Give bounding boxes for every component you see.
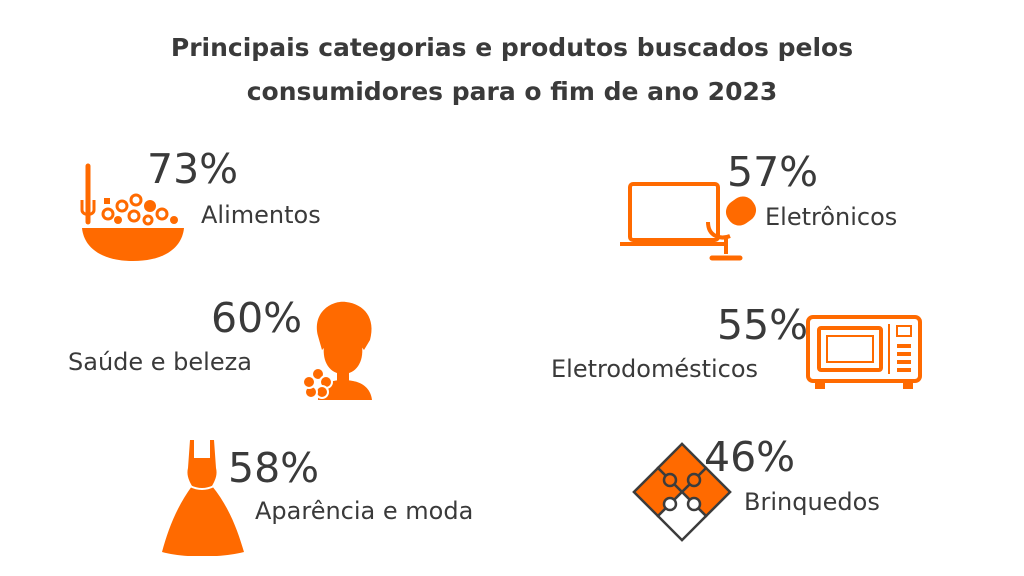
value-label-eletrodomesticos: 55% <box>717 301 809 349</box>
value-label-saude-beleza: 60% <box>211 294 303 342</box>
chart-title: Principais categorias e produtos buscado… <box>0 26 1024 114</box>
value-label-brinquedos: 46% <box>704 433 796 481</box>
microwave-icon <box>806 315 922 389</box>
title-line-1: Principais categorias e produtos buscado… <box>170 33 854 62</box>
category-label-aparencia-moda: Aparência e moda <box>255 497 474 525</box>
category-label-alimentos: Alimentos <box>201 201 321 229</box>
title-line-2: consumidores para o fim de ano 2023 <box>246 77 778 106</box>
puzzle-icon <box>632 442 732 542</box>
laptop-microphone-icon <box>620 182 757 261</box>
value-label-eletronicos: 57% <box>727 148 819 196</box>
category-label-eletronicos: Eletrônicos <box>765 203 898 231</box>
value-label-aparencia-moda: 58% <box>228 444 320 492</box>
category-label-eletrodomesticos: Eletrodomésticos <box>551 355 759 383</box>
category-label-brinquedos: Brinquedos <box>744 488 880 516</box>
food-bowl-icon <box>80 163 184 261</box>
dress-icon <box>162 440 244 556</box>
value-label-alimentos: 73% <box>147 145 239 193</box>
category-label-saude-beleza: Saúde e beleza <box>68 348 252 376</box>
woman-towel-icon <box>302 301 372 400</box>
